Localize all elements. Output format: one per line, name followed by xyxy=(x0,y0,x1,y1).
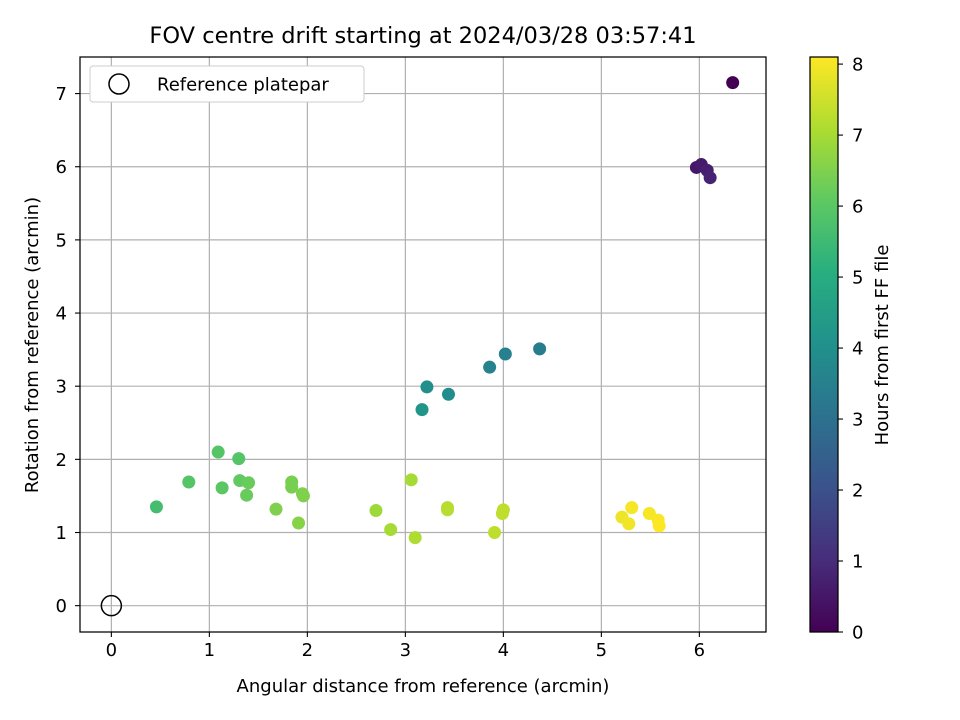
scatter-point xyxy=(420,380,434,394)
y-tick-label: 0 xyxy=(56,596,67,617)
scatter-point xyxy=(441,387,455,401)
y-tick-label: 4 xyxy=(56,304,67,325)
scatter-point xyxy=(269,502,283,516)
legend-marker-icon xyxy=(108,73,130,95)
scatter-point xyxy=(483,360,497,374)
scatter-point xyxy=(215,481,229,495)
x-tick-label: 3 xyxy=(400,640,411,661)
colorbar-tick-label: 2 xyxy=(852,481,863,502)
y-axis-label: Rotation from reference (arcmin) xyxy=(22,197,43,493)
scatter-point xyxy=(149,500,163,514)
colorbar-tick-label: 4 xyxy=(852,339,863,360)
scatter-point xyxy=(726,76,740,90)
scatter-point xyxy=(533,342,547,356)
x-axis-label: Angular distance from reference (arcmin) xyxy=(237,676,610,697)
scatter-point xyxy=(242,476,256,490)
legend: Reference platepar xyxy=(89,65,365,103)
y-tick-label: 3 xyxy=(56,377,67,398)
x-tick-label: 5 xyxy=(596,640,607,661)
legend-label: Reference platepar xyxy=(157,75,329,96)
scatter-point xyxy=(415,403,429,417)
scatter-point xyxy=(292,516,306,530)
colorbar-gradient xyxy=(809,56,839,633)
scatter-point xyxy=(441,503,454,517)
x-tick-label: 2 xyxy=(302,640,313,661)
scatter-point xyxy=(652,519,666,533)
scatter-point xyxy=(384,523,398,537)
scatter-point xyxy=(496,503,510,517)
scatter-point xyxy=(232,452,246,466)
scatter-point xyxy=(285,480,299,494)
scatter-point xyxy=(404,473,418,487)
y-tick-label: 6 xyxy=(56,157,67,178)
y-tick-label: 1 xyxy=(56,523,67,544)
x-tick-label: 1 xyxy=(204,640,215,661)
colorbar-tick-label: 1 xyxy=(852,552,863,573)
y-tick-label: 2 xyxy=(56,450,67,471)
colorbar-tick-label: 7 xyxy=(852,126,863,147)
colorbar-tick-label: 3 xyxy=(852,410,863,431)
scatter-point xyxy=(240,488,254,502)
reference-marker-group xyxy=(100,594,123,617)
scatter-point xyxy=(369,504,383,518)
plot-frame xyxy=(79,56,767,633)
colorbar: 0 1 2 3 4 5 6 7 8 Hours from first FF file xyxy=(809,55,893,644)
y-tick-label: 5 xyxy=(56,230,67,251)
data-points xyxy=(149,76,740,545)
scatter-point xyxy=(625,501,639,515)
colorbar-label: Hours from first FF file xyxy=(872,245,893,446)
colorbar-tick-label: 6 xyxy=(852,197,863,218)
scatter-point xyxy=(408,531,422,545)
x-tick-label: 4 xyxy=(498,640,509,661)
x-tick-label: 6 xyxy=(694,640,705,661)
x-tick-label: 0 xyxy=(106,640,117,661)
colorbar-tick-label: 5 xyxy=(852,268,863,289)
colorbar-ticks: 0 1 2 3 4 5 6 7 8 xyxy=(838,55,863,644)
scatter-point xyxy=(622,517,636,531)
scatter-point xyxy=(488,526,502,540)
scatter-point xyxy=(703,171,717,185)
scatter-point xyxy=(211,445,225,459)
y-tick-label: 7 xyxy=(56,84,67,105)
scatter-point xyxy=(296,489,310,503)
grid xyxy=(80,57,766,632)
colorbar-tick-label: 8 xyxy=(852,55,863,76)
x-axis: 0 1 2 3 4 5 6 xyxy=(106,632,705,661)
y-axis: 0 1 2 3 4 5 6 7 xyxy=(56,84,80,617)
chart-title: FOV centre drift starting at 2024/03/28 … xyxy=(149,23,696,49)
reference-point-marker xyxy=(100,594,123,617)
scatter-point xyxy=(182,475,196,489)
legend-box xyxy=(89,65,365,103)
colorbar-tick-label: 0 xyxy=(852,623,863,644)
scatter-point xyxy=(498,347,512,361)
